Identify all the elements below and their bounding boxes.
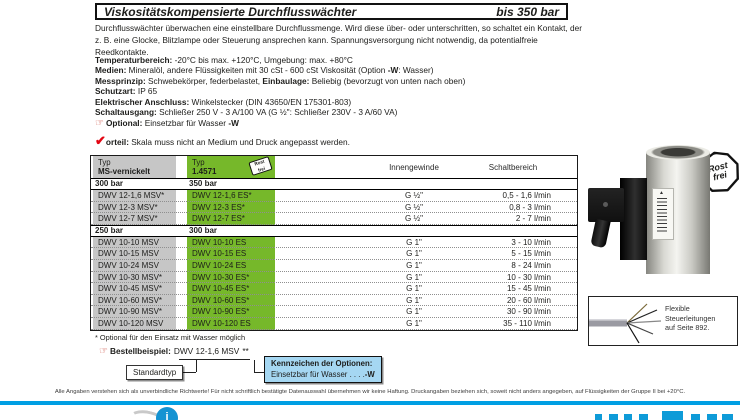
table-header: Typ MS-vernickelt Typ 1.4571 Rost frei I… xyxy=(91,156,577,178)
vorteil-text: Skala muss nicht an Medium und Druck ang… xyxy=(128,137,350,147)
connector-line xyxy=(181,372,196,373)
connector-line xyxy=(254,360,255,372)
table-row: DWV 10-10 MSV DWV 10-10 ES G 1" 3 - 10 l/mi… xyxy=(91,236,577,249)
connector-line xyxy=(196,359,197,372)
table-row: DWV 12-7 MSV* DWV 12-7 ES* G ½" 2 - 7 l/min xyxy=(91,213,577,225)
check-icon: ✔ xyxy=(95,133,106,148)
footnote: * Optional für den Einsatz mit Wasser mö… xyxy=(95,333,246,342)
spec-line: Messprinzip: Schwebekörper, federbelaste… xyxy=(95,75,466,86)
standard-type-box: Standardtyp xyxy=(126,365,184,380)
col-header-innengewinde: Innengewinde xyxy=(389,162,439,172)
col-header-schaltbereich: Schaltbereich xyxy=(488,162,538,172)
disclaimer-text: Alle Angaben verstehen sich als unverbin… xyxy=(54,389,686,395)
order-example-label: Bestellbeispiel: xyxy=(109,346,171,356)
table-row: DWV 12-1,6 MSV* DWV 12-1,6 ES* G ½" 0,5 - 1… xyxy=(91,190,577,202)
scale-ticks xyxy=(657,198,667,233)
order-example-code: DWV 12-1,6 MSV xyxy=(173,346,240,356)
pressure-section-row: 250 bar 300 bar xyxy=(91,224,577,237)
options-key-box: Kennzeichen der Optionen: Einsetzbar für… xyxy=(264,356,382,383)
pointing-hand-icon: ☞ xyxy=(99,346,108,357)
page-title: Viskositätskompensierte Durchflusswächte… xyxy=(104,4,357,19)
table-row: DWV 10-24 MSV DWV 10-24 ES G 1" 8 - 24 l/mi… xyxy=(91,259,577,272)
col-header-1-4571: Typ 1.4571 Rost frei xyxy=(187,156,275,178)
table-body: 300 bar 350 bar DWV 12-1,6 MSV* DWV 12-1,6 … xyxy=(91,178,577,330)
col-header-ms-vernickelt: Typ MS-vernickelt xyxy=(93,156,176,178)
order-example-line: ☞ Bestellbeispiel: DWV 12-1,6 MSV ** xyxy=(99,346,249,357)
table-row: DWV 10-120 MSV DWV 10-120 ES G 1" 35 - 110 … xyxy=(91,317,577,330)
spec-lines: Temperaturbereich: -20°C bis max. +120°C… xyxy=(95,55,595,129)
connector-line xyxy=(254,372,264,373)
cable-reference-box: Flexible Steuerleitungen auf Seite 892. xyxy=(588,296,738,346)
cable-illustration xyxy=(589,303,662,344)
cylinder-thread-opening xyxy=(646,145,710,160)
cable-gland xyxy=(590,218,611,249)
table-row: DWV 12-3 MSV* DWV 12-3 ES* G ½" 0,8 - 3 l/m… xyxy=(91,201,577,214)
pointing-hand-icon: ☞ xyxy=(95,117,104,129)
table-row: DWV 10-45 MSV* DWV 10-45 ES* G 1" 15 - 45 l… xyxy=(91,283,577,295)
info-icon: i xyxy=(156,407,178,420)
pressure-section-row: 300 bar 350 bar xyxy=(91,178,577,190)
connector-line xyxy=(179,359,250,360)
spec-line: Schaltausgang: Schließer 250 V - 3 A/100… xyxy=(95,107,398,118)
table-row: DWV 10-60 MSV* DWV 10-60 ES* G 1" 20 - 60 l… xyxy=(91,294,577,307)
spec-line: Elektrischer Anschluss: Winkelstecker (D… xyxy=(95,96,352,107)
plug-screw-icon xyxy=(603,202,608,207)
intro-paragraph: Durchflusswächter überwachen eine einste… xyxy=(95,23,582,58)
vorteil-label: orteil: xyxy=(105,137,129,147)
spec-line: ☞ Optional: Einsetzbar für Wasser -W xyxy=(95,117,239,129)
scale-arrow-icon: ▲ xyxy=(659,190,664,196)
options-key-title: Kennzeichen der Optionen: xyxy=(271,359,373,368)
pressure-rating: bis 350 bar xyxy=(496,4,559,19)
vorteil-line: ✔orteil: Skala muss nicht an Medium und … xyxy=(95,133,350,149)
options-key-line: Einsetzbar für Wasser . . . .-W xyxy=(271,369,375,379)
spec-line: Medien: Mineralöl, andere Flüssigkeiten … xyxy=(95,65,434,76)
switch-housing xyxy=(620,178,647,260)
flow-switch-table: Typ MS-vernickelt Typ 1.4571 Rost frei I… xyxy=(90,155,578,331)
table-row: DWV 10-90 MSV* DWV 10-90 ES* G 1" 30 - 90 l… xyxy=(91,306,577,318)
cable-reference-text: Flexible Steuerleitungen auf Seite 892. xyxy=(665,304,716,333)
page-title-bar: Viskositätskompensierte Durchflusswächte… xyxy=(95,3,568,20)
table-row: DWV 10-30 MSV* DWV 10-30 ES* G 1" 10 - 30 l… xyxy=(91,271,577,284)
spec-line: Temperaturbereich: -20°C bis max. +120°C… xyxy=(95,55,353,65)
table-row: DWV 10-15 MSV DWV 10-15 ES G 1" 5 - 15 l/mi… xyxy=(91,248,577,260)
footer-divider-bar xyxy=(0,401,740,405)
order-example-stars: ** xyxy=(242,346,249,356)
spec-line: Schutzart: IP 65 xyxy=(95,86,158,97)
